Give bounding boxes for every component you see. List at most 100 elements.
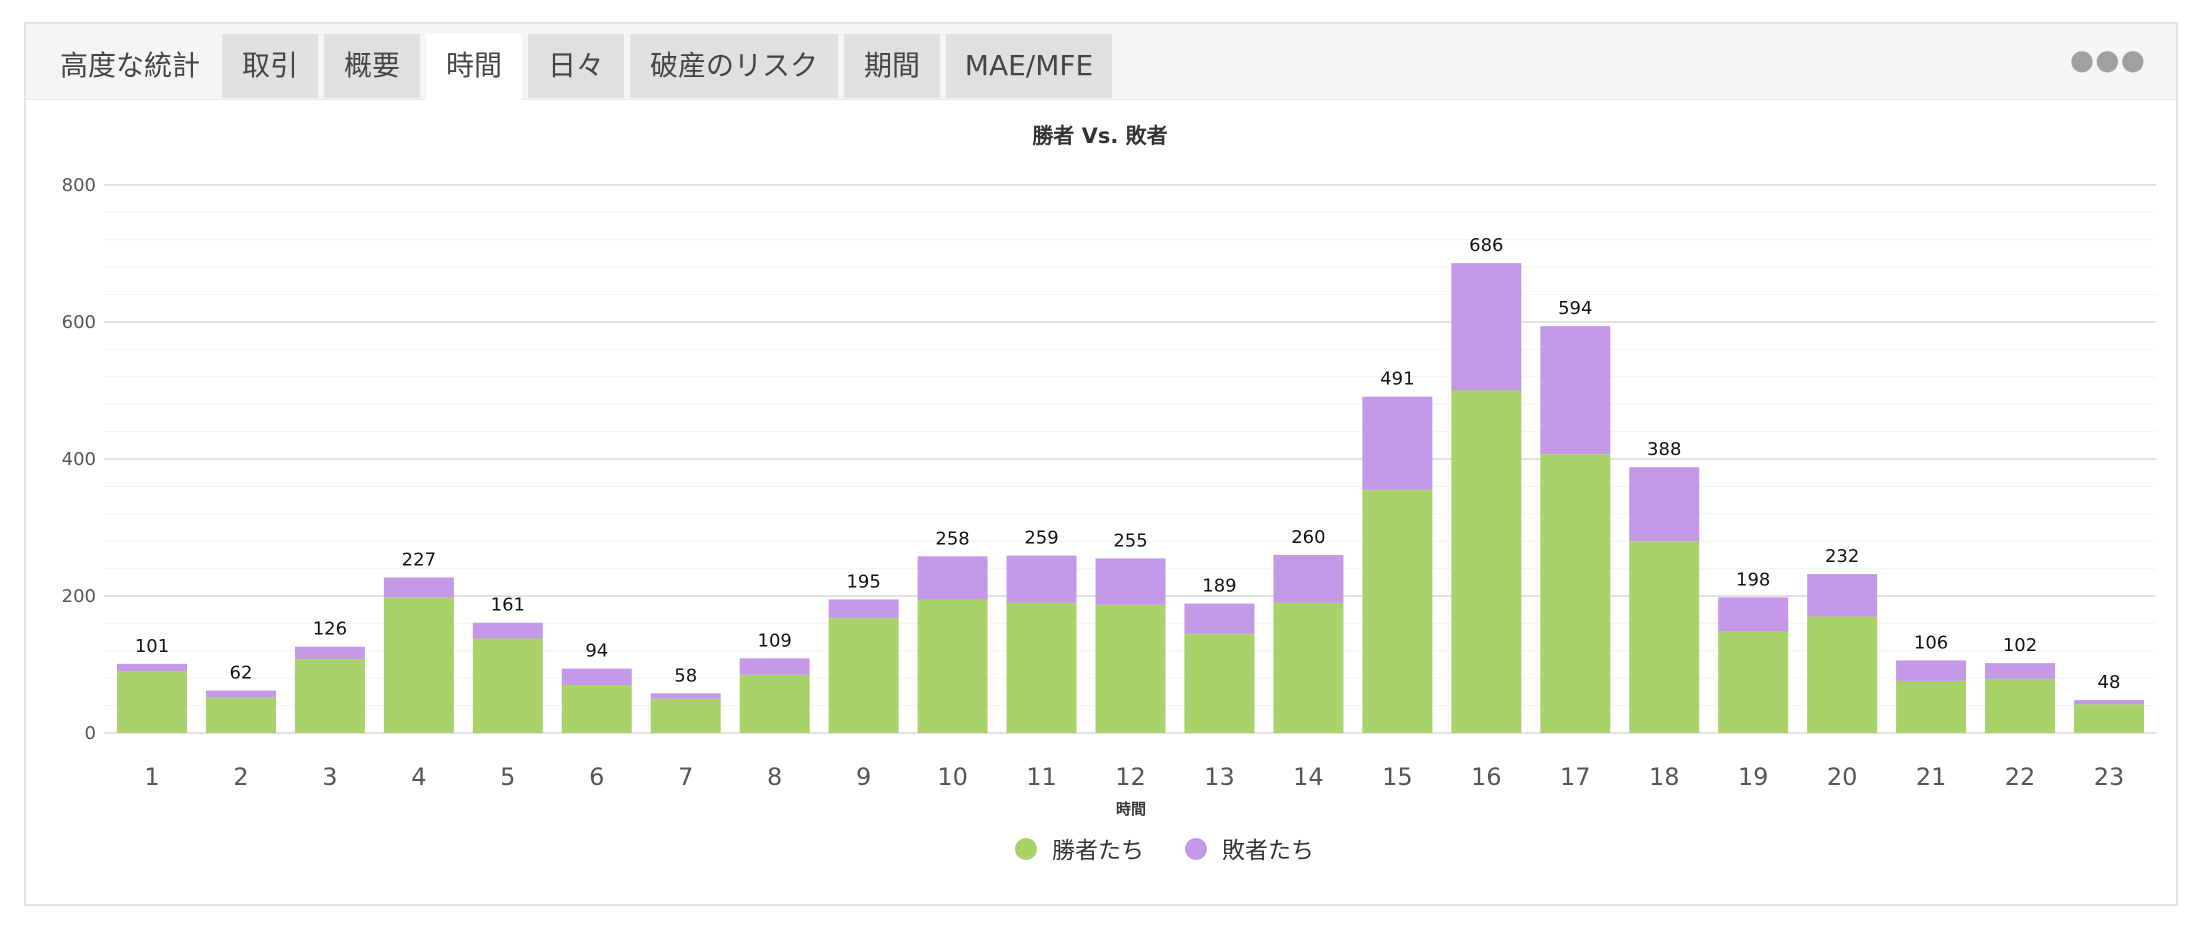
bar-winners[interactable]: [650, 698, 721, 733]
tab-duration[interactable]: 期間: [844, 34, 940, 98]
x-tick-label: 5: [500, 763, 515, 791]
bar-losers[interactable]: [1451, 263, 1522, 391]
legend-item-winners[interactable]: 勝者たち: [1015, 838, 1144, 864]
legend-marker-losers: [1185, 838, 1207, 860]
legend-label-winners: 勝者たち: [1052, 838, 1144, 864]
x-axis-title: 時間: [1116, 800, 1146, 818]
x-tick-label: 19: [1738, 763, 1769, 791]
stats-panel: 高度な統計 取引 概要 時間 日々 破産のリスク 期間 MAE/MFE ●●●: [24, 22, 2178, 906]
x-axis-ticks: 1 2 3 4 5 6 7 8 9 10 11 12 13 14 15 16 17 18 19 20 21 22 23: [144, 763, 2124, 791]
bar-total-label: 198: [1736, 569, 1770, 590]
bar-total-label: 62: [230, 663, 253, 684]
bar-total-label: 258: [935, 528, 969, 549]
x-tick-label: 20: [1827, 763, 1858, 791]
legend-item-losers[interactable]: 敗者たち: [1185, 838, 1314, 864]
x-tick-label: 7: [678, 763, 693, 791]
bar-losers[interactable]: [1006, 555, 1077, 603]
x-tick-label: 6: [589, 763, 604, 791]
x-tick-label: 12: [1115, 763, 1146, 791]
bar-losers[interactable]: [1629, 467, 1700, 542]
bar-losers[interactable]: [472, 622, 543, 639]
tab-time[interactable]: 時間: [426, 34, 522, 100]
more-horizontal-icon[interactable]: ●●●: [2069, 43, 2146, 76]
bar-total-label: 189: [1202, 576, 1236, 597]
bar-winners[interactable]: [472, 638, 543, 733]
y-tick-label: 200: [62, 586, 96, 607]
bar-losers[interactable]: [2074, 700, 2144, 705]
x-tick-label: 13: [1204, 763, 1235, 791]
bar-winners[interactable]: [205, 697, 276, 733]
y-tick-label: 800: [62, 175, 96, 196]
bar-winners[interactable]: [117, 671, 187, 733]
bar-total-label: 126: [313, 619, 347, 640]
bar-winners[interactable]: [1629, 541, 1700, 733]
bar-losers[interactable]: [1985, 663, 2056, 679]
bar-winners[interactable]: [294, 659, 365, 733]
bar-winners[interactable]: [1273, 602, 1344, 733]
bar-winners[interactable]: [1807, 616, 1878, 733]
tab-bar: 高度な統計 取引 概要 時間 日々 破産のリスク 期間 MAE/MFE ●●●: [26, 24, 2176, 100]
bar-total-label: 94: [585, 641, 608, 662]
bar-winners[interactable]: [1985, 678, 2056, 733]
bar-losers[interactable]: [739, 658, 810, 675]
y-tick-label: 400: [62, 449, 96, 470]
bar-losers[interactable]: [117, 663, 187, 672]
bar-losers[interactable]: [1718, 597, 1789, 632]
bar-total-label: 109: [758, 630, 792, 651]
tab-daily[interactable]: 日々: [528, 34, 624, 98]
x-tick-label: 15: [1382, 763, 1413, 791]
bar-winners[interactable]: [561, 685, 632, 733]
bar-losers[interactable]: [1807, 574, 1878, 617]
x-tick-label: 21: [1916, 763, 1947, 791]
bar-total-label: 161: [491, 595, 525, 616]
bar-winners[interactable]: [1095, 604, 1166, 733]
bar-losers[interactable]: [561, 668, 632, 686]
bar-winners[interactable]: [383, 597, 454, 733]
x-tick-label: 18: [1649, 763, 1680, 791]
bar-losers[interactable]: [1540, 326, 1611, 455]
x-tick-label: 11: [1026, 763, 1057, 791]
bar-total-label: 227: [402, 550, 436, 571]
bar-winners[interactable]: [1362, 489, 1433, 733]
bar-winners[interactable]: [1184, 633, 1255, 733]
x-tick-label: 23: [2094, 763, 2125, 791]
bar-winners[interactable]: [1451, 390, 1522, 734]
bar-total-label: 195: [846, 571, 880, 592]
x-tick-label: 1: [144, 763, 159, 791]
bar-losers[interactable]: [1095, 558, 1166, 605]
bar-losers[interactable]: [828, 599, 899, 618]
bar-total-label: 388: [1647, 439, 1681, 460]
bar-winners[interactable]: [1718, 631, 1789, 733]
bar-winners[interactable]: [2074, 704, 2144, 733]
x-tick-label: 4: [411, 763, 426, 791]
bar-losers[interactable]: [650, 693, 721, 699]
bar-total-label: 260: [1291, 527, 1325, 548]
bar-losers[interactable]: [294, 646, 365, 660]
bar-losers[interactable]: [383, 577, 454, 598]
y-axis-ticks: 0 200 400 600 800: [62, 175, 96, 744]
bar-winners[interactable]: [1896, 680, 1967, 733]
bar-total-label: 594: [1558, 298, 1592, 319]
bar-losers[interactable]: [1362, 396, 1433, 490]
bar-winners[interactable]: [1540, 454, 1611, 733]
bar-winners[interactable]: [1006, 602, 1077, 733]
tab-mae-mfe[interactable]: MAE/MFE: [946, 34, 1112, 98]
bar-total-label: 58: [674, 665, 697, 686]
bar-winners[interactable]: [828, 617, 899, 733]
bar-losers[interactable]: [205, 690, 276, 698]
bar-losers[interactable]: [1184, 603, 1255, 634]
legend-label-losers: 敗者たち: [1222, 838, 1314, 864]
x-tick-label: 17: [1560, 763, 1591, 791]
tab-trades[interactable]: 取引: [222, 34, 318, 98]
bar-winners[interactable]: [917, 599, 988, 733]
x-tick-label: 10: [937, 763, 968, 791]
section-title: 高度な統計: [59, 49, 200, 82]
tab-overview[interactable]: 概要: [324, 34, 420, 98]
tab-risk-of-ruin[interactable]: 破産のリスク: [630, 34, 838, 98]
bar-losers[interactable]: [1273, 554, 1344, 603]
legend-marker-winners: [1015, 838, 1037, 860]
x-tick-label: 9: [856, 763, 871, 791]
bar-winners[interactable]: [739, 674, 810, 733]
bar-losers[interactable]: [1896, 660, 1967, 681]
bar-losers[interactable]: [917, 556, 988, 600]
